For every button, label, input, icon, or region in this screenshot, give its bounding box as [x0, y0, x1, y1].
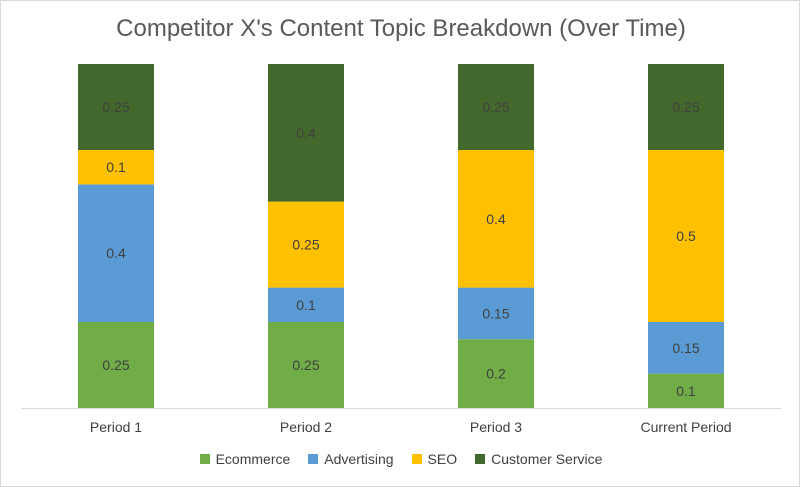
bar-segment-ecommerce-3: [458, 339, 534, 408]
legend-item: Customer Service: [475, 451, 602, 467]
bar-segment-seo-2: [268, 201, 344, 288]
bar-segment-seo-4: [648, 150, 724, 322]
legend-label: Advertising: [324, 451, 394, 467]
data-label: 0.4: [486, 211, 506, 227]
bar-segment-customer-service-2: [268, 64, 344, 202]
data-label: 0.25: [292, 237, 319, 253]
chart-plot: 0.25 0.4 0.1 0.25 Period 1 0.25 0.1 0.25 0.4 Peri…: [21, 64, 781, 435]
data-label: 0.25: [672, 99, 699, 115]
x-tick-label: Period 2: [280, 419, 332, 435]
x-tick-label: Current Period: [640, 419, 731, 435]
bar-segment-advertising-3: [458, 287, 534, 340]
data-label: 0.25: [292, 357, 319, 373]
data-label: 0.4: [296, 125, 316, 141]
bar-segment-advertising-1: [78, 184, 154, 322]
legend-label: Ecommerce: [215, 451, 291, 467]
data-label: 0.4: [106, 245, 126, 261]
data-label: 0.25: [102, 99, 129, 115]
data-label: 0.1: [106, 159, 126, 175]
legend-item: Ecommerce: [199, 451, 291, 467]
legend-swatch: [475, 454, 486, 464]
legend-swatch: [308, 454, 319, 464]
bar-segment-ecommerce-2: [268, 322, 344, 408]
chart-legend: Ecommerce Advertising SEO Customer Service: [1, 451, 800, 467]
data-label: 0.15: [672, 340, 699, 356]
legend-swatch: [411, 454, 422, 464]
data-label: 0.1: [296, 297, 316, 313]
bar-segment-advertising-2: [268, 287, 344, 322]
data-label: 0.25: [482, 99, 509, 115]
legend-swatch: [199, 454, 210, 464]
legend-item: Advertising: [308, 451, 394, 467]
x-tick-label: Period 3: [470, 419, 522, 435]
bar-segment-seo-3: [458, 150, 534, 288]
bar-segment-ecommerce-1: [78, 322, 154, 408]
bar-segment-customer-service-4: [648, 64, 724, 150]
x-tick-label: Period 1: [90, 419, 142, 435]
bar-segment-seo-1: [78, 150, 154, 185]
data-label: 0.1: [676, 383, 696, 399]
bar-segment-customer-service-3: [458, 64, 534, 150]
data-label: 0.25: [102, 357, 129, 373]
data-label: 0.15: [482, 305, 509, 321]
data-label: 0.2: [486, 366, 506, 382]
legend-label: SEO: [427, 451, 458, 467]
data-label: 0.5: [676, 228, 696, 244]
bar-segment-ecommerce-4: [648, 373, 724, 408]
legend-label: Customer Service: [491, 451, 603, 467]
bar-segment-customer-service-1: [78, 64, 154, 150]
legend-item: SEO: [411, 451, 458, 467]
chart-title: Competitor X's Content Topic Breakdown (…: [116, 15, 686, 42]
bar-segment-advertising-4: [648, 322, 724, 374]
